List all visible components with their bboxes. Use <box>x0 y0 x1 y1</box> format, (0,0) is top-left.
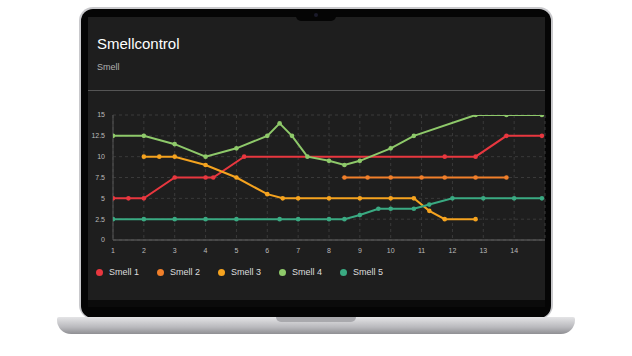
svg-text:14: 14 <box>510 247 518 254</box>
svg-text:7.5: 7.5 <box>95 174 105 181</box>
svg-text:5: 5 <box>234 247 238 254</box>
svg-text:10: 10 <box>387 247 395 254</box>
svg-text:7: 7 <box>296 247 300 254</box>
svg-text:13: 13 <box>479 247 487 254</box>
html-text:Smell 4: Smell 4 <box>292 267 323 277</box>
svg-text:12.5: 12.5 <box>91 132 105 139</box>
svg-text:6: 6 <box>265 247 269 254</box>
svg-text:0: 0 <box>101 236 105 243</box>
html-text:Smell 3: Smell 3 <box>231 267 261 277</box>
html-text:Smell 2: Smell 2 <box>170 267 200 277</box>
svg-text:2.5: 2.5 <box>95 216 105 223</box>
svg-text:15: 15 <box>97 111 105 118</box>
svg-text:1: 1 <box>111 247 115 254</box>
html-text:Smell 1: Smell 1 <box>109 267 139 277</box>
svg-text:8: 8 <box>327 247 331 254</box>
svg-text:12: 12 <box>449 247 457 254</box>
svg-text:5: 5 <box>101 195 105 202</box>
html-text:Smell: Smell <box>97 62 120 72</box>
html-text:Smellcontrol: Smellcontrol <box>97 35 180 52</box>
html-text:Smell 5: Smell 5 <box>353 267 384 277</box>
svg-text:3: 3 <box>173 247 177 254</box>
svg-text:9: 9 <box>358 247 362 254</box>
svg-text:2: 2 <box>142 247 146 254</box>
svg-text:10: 10 <box>97 153 105 160</box>
svg-text:4: 4 <box>204 247 208 254</box>
svg-text:11: 11 <box>418 247 425 254</box>
